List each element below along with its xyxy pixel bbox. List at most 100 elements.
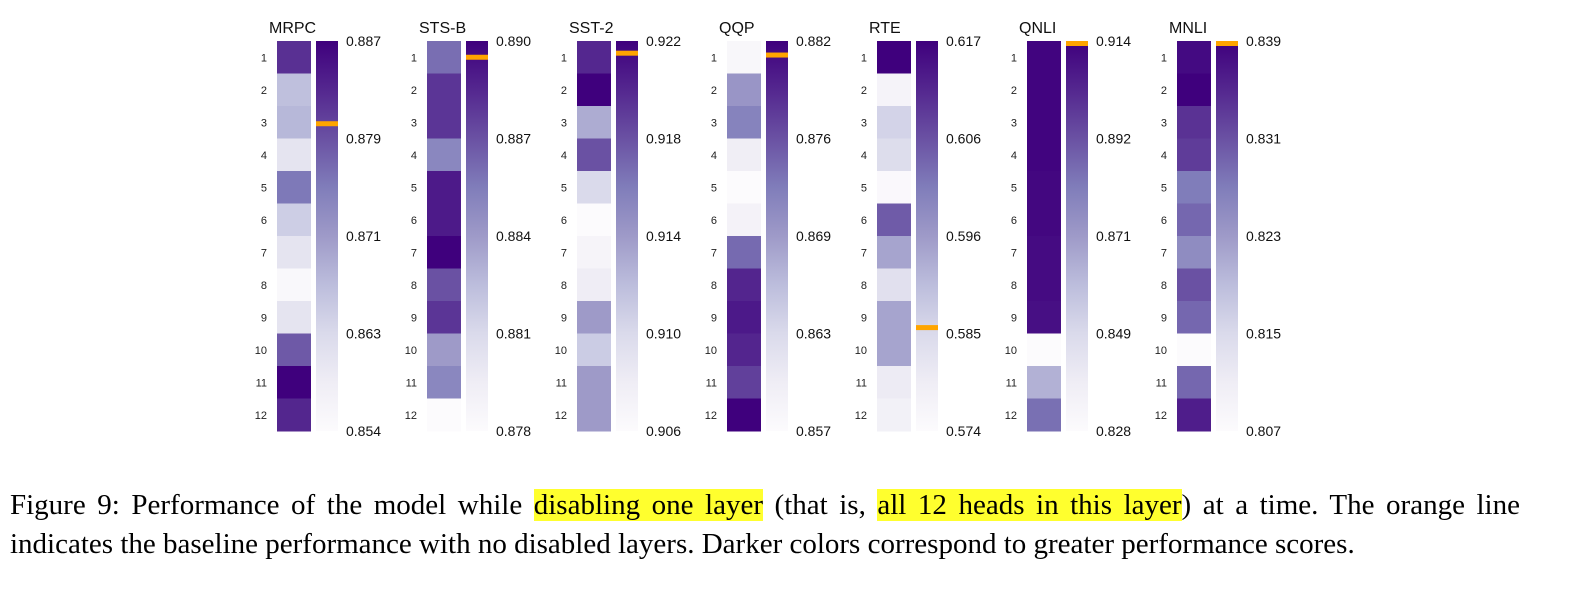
row-label: 4	[261, 150, 267, 162]
row-label: 5	[1161, 182, 1167, 194]
panel-mrpc: MRPC1234567891011120.8870.8790.8710.8630…	[255, 20, 381, 439]
heatmap-cell	[577, 333, 611, 367]
heatmap-cell	[427, 366, 461, 399]
row-label: 7	[711, 247, 717, 259]
heatmap-cell	[877, 301, 911, 334]
heatmap-cell	[1027, 398, 1061, 432]
row-label: 2	[561, 85, 567, 97]
heatmap-cell	[427, 398, 461, 432]
heatmap-cell	[577, 268, 611, 302]
row-label: 2	[411, 85, 417, 97]
row-label: 7	[561, 247, 567, 259]
row-label: 8	[861, 280, 867, 292]
row-label: 7	[411, 247, 417, 259]
colorbar-tick-label: 0.617	[946, 33, 981, 49]
heatmap-cell	[577, 171, 611, 204]
colorbar-tick-label: 0.887	[496, 131, 531, 147]
colorbar-tick-label: 0.596	[946, 228, 981, 244]
colorbar-tick-label: 0.881	[496, 326, 531, 342]
row-label: 6	[261, 215, 267, 227]
row-label: 12	[255, 410, 267, 422]
heatmap-cell	[1027, 366, 1061, 399]
heatmap-cell	[727, 171, 761, 204]
row-label: 9	[561, 312, 567, 324]
colorbar-tick-label: 0.831	[1246, 131, 1281, 147]
row-label: 12	[1155, 410, 1167, 422]
colorbar-tick-label: 0.857	[796, 423, 831, 439]
row-label: 3	[711, 117, 717, 129]
heatmap-cell	[877, 138, 911, 172]
row-label: 1	[1011, 52, 1017, 64]
panel-title: SST-2	[569, 20, 614, 37]
panel-sst-2: SST-21234567891011120.9220.9180.9140.910…	[555, 20, 681, 439]
heatmap-cell	[877, 73, 911, 107]
heatmap-cell	[577, 106, 611, 139]
row-label: 2	[1161, 85, 1167, 97]
row-label: 12	[855, 410, 867, 422]
colorbar	[1066, 41, 1088, 431]
row-label: 11	[1156, 377, 1167, 389]
row-label: 4	[411, 150, 417, 162]
heatmap-cell	[1177, 366, 1211, 399]
heatmap-cell	[427, 171, 461, 204]
heatmap-cell	[877, 171, 911, 204]
row-label: 4	[1011, 150, 1017, 162]
heatmap-cell	[427, 106, 461, 139]
figure-caption: Figure 9: Performance of the model while…	[10, 486, 1520, 564]
row-label: 4	[1161, 150, 1167, 162]
colorbar-tick-label: 0.879	[346, 131, 381, 147]
row-label: 8	[1011, 280, 1017, 292]
colorbar-tick-label: 0.815	[1246, 326, 1281, 342]
row-label: 8	[411, 280, 417, 292]
row-label: 1	[411, 52, 417, 64]
row-label: 10	[705, 345, 717, 357]
panel-title: RTE	[869, 20, 901, 37]
colorbar-tick-label: 0.863	[796, 326, 831, 342]
heatmap-cell	[427, 138, 461, 172]
row-label: 6	[861, 215, 867, 227]
row-label: 11	[556, 377, 567, 389]
heatmap-cell	[427, 268, 461, 302]
row-label: 11	[406, 377, 417, 389]
colorbar-tick-label: 0.914	[646, 228, 681, 244]
heatmap-cell	[277, 171, 311, 204]
panel-title: STS-B	[419, 20, 466, 37]
row-label: 6	[1161, 215, 1167, 227]
heatmap-cell	[577, 301, 611, 334]
row-label: 5	[261, 182, 267, 194]
colorbar	[1216, 41, 1238, 431]
heatmap-cell	[727, 41, 761, 74]
baseline-marker	[466, 54, 488, 60]
row-label: 2	[861, 85, 867, 97]
heatmap-cell	[1027, 301, 1061, 334]
row-label: 8	[711, 280, 717, 292]
panel-qqp: QQP1234567891011120.8820.8760.8690.8630.…	[705, 20, 831, 439]
row-label: 11	[256, 377, 267, 389]
row-label: 3	[261, 117, 267, 129]
colorbar-tick-label: 0.906	[646, 423, 681, 439]
row-label: 8	[261, 280, 267, 292]
row-label: 10	[255, 345, 267, 357]
heatmap-cell	[427, 203, 461, 237]
row-label: 5	[1011, 182, 1017, 194]
colorbar-tick-label: 0.823	[1246, 228, 1281, 244]
colorbar-tick-label: 0.828	[1096, 423, 1131, 439]
panel-qnli: QNLI1234567891011120.9140.8920.8710.8490…	[1005, 20, 1131, 439]
heatmap-cell	[877, 366, 911, 399]
heatmap-cell	[577, 41, 611, 74]
colorbar	[916, 41, 938, 431]
row-label: 6	[1011, 215, 1017, 227]
colorbar-tick-label: 0.871	[346, 228, 381, 244]
heatmap-cell	[727, 398, 761, 432]
baseline-marker	[916, 325, 938, 331]
row-label: 1	[261, 52, 267, 64]
panel-sts-b: STS-B1234567891011120.8900.8870.8840.881…	[405, 20, 531, 439]
baseline-marker	[1216, 41, 1238, 46]
heatmap-cell	[577, 73, 611, 107]
heatmap-cell	[1027, 203, 1061, 237]
row-label: 11	[856, 377, 867, 389]
heatmap-cell	[1177, 333, 1211, 367]
colorbar-tick-label: 0.876	[796, 131, 831, 147]
colorbar-tick-label: 0.606	[946, 131, 981, 147]
row-label: 12	[1005, 410, 1017, 422]
